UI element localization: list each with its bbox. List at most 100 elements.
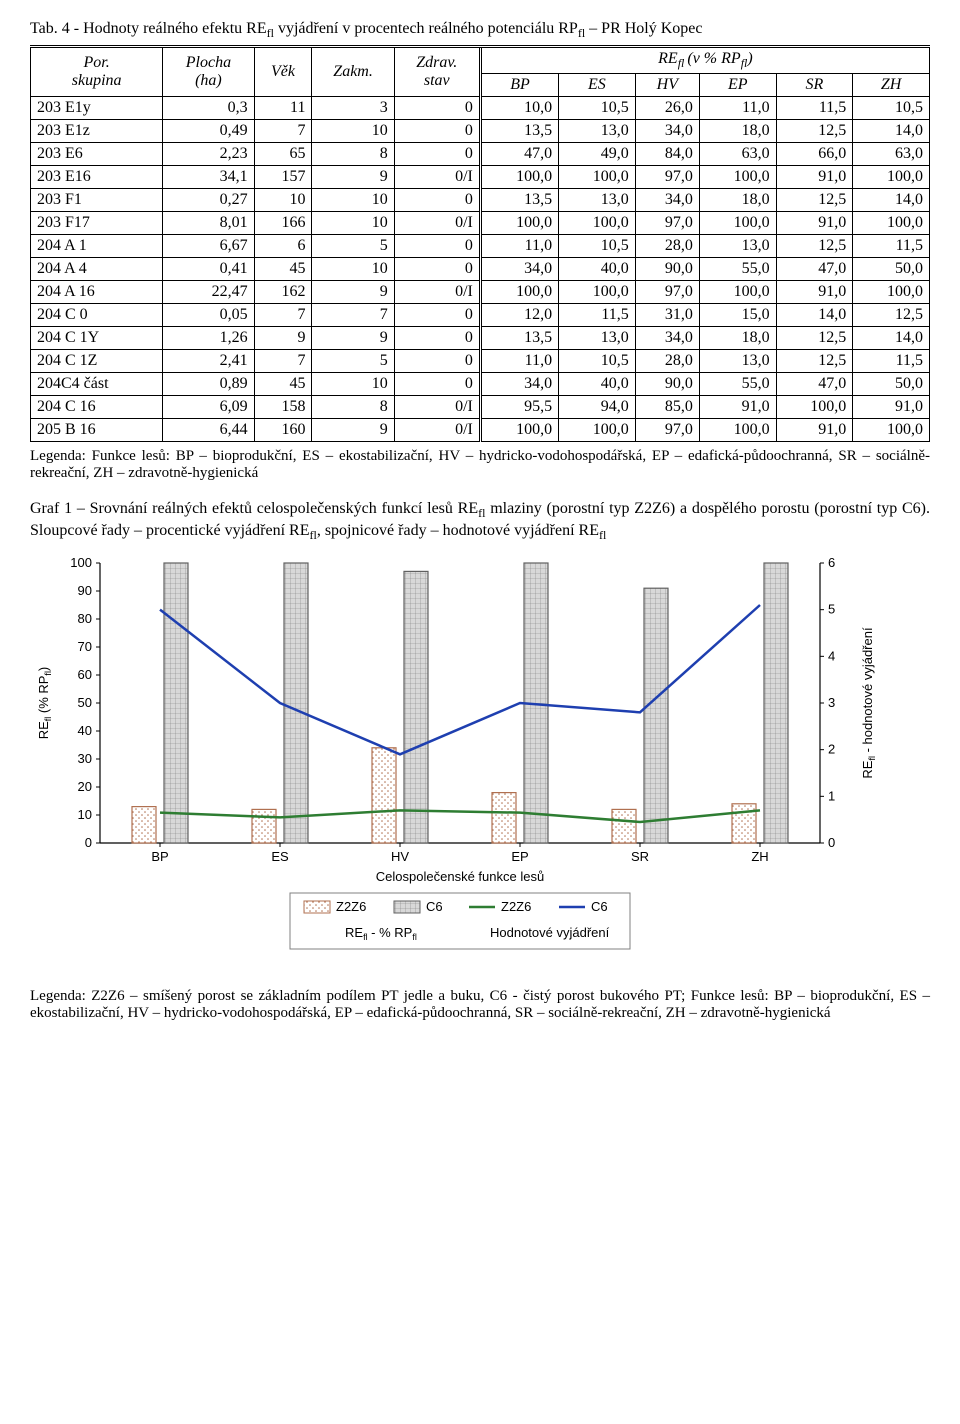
table-cell: 11,5 — [559, 304, 636, 327]
table-cell: 91,0 — [776, 281, 853, 304]
svg-text:30: 30 — [78, 751, 92, 766]
table-cell: 47,0 — [776, 258, 853, 281]
table-cell: 12,5 — [853, 304, 930, 327]
table-cell: 55,0 — [699, 258, 776, 281]
svg-text:EP: EP — [511, 849, 528, 864]
table-cell: 8,01 — [163, 212, 254, 235]
table-cell: 91,0 — [776, 419, 853, 442]
table-cell: 204 A 16 — [31, 281, 163, 304]
table-cell: 6,09 — [163, 396, 254, 419]
table-cell: 91,0 — [699, 396, 776, 419]
table-cell: 11,5 — [776, 97, 853, 120]
table-cell: 10 — [312, 189, 394, 212]
table-cell: 91,0 — [776, 166, 853, 189]
table-cell: 205 B 16 — [31, 419, 163, 442]
table-cell: 0,05 — [163, 304, 254, 327]
table-cell: 7 — [254, 304, 312, 327]
table-cell: 166 — [254, 212, 312, 235]
table-cell: 204C4 část — [31, 373, 163, 396]
table-cell: 14,0 — [776, 304, 853, 327]
chart-title: Graf 1 – Srovnání reálných efektů celosp… — [30, 500, 930, 542]
table-cell: 97,0 — [635, 281, 699, 304]
table-cell: 100,0 — [480, 212, 558, 235]
table-cell: 100,0 — [559, 419, 636, 442]
table-cell: 11,0 — [480, 235, 558, 258]
table-cell: 12,5 — [776, 350, 853, 373]
table-cell: 0 — [394, 143, 480, 166]
table-cell: 18,0 — [699, 327, 776, 350]
table-cell: 0/I — [394, 212, 480, 235]
table-cell: 12,5 — [776, 327, 853, 350]
table-cell: 14,0 — [853, 327, 930, 350]
svg-text:70: 70 — [78, 639, 92, 654]
table-cell: 9 — [312, 166, 394, 189]
table-cell: 47,0 — [480, 143, 558, 166]
table-cell: 100,0 — [480, 281, 558, 304]
table-cell: 84,0 — [635, 143, 699, 166]
table-cell: 0 — [394, 304, 480, 327]
table-cell: 97,0 — [635, 212, 699, 235]
table-cell: 10 — [312, 258, 394, 281]
table-cell: 34,0 — [480, 258, 558, 281]
svg-text:REfl - hodnotové vyjádření: REfl - hodnotové vyjádření — [860, 627, 877, 779]
table-cell: 13,5 — [480, 120, 558, 143]
svg-text:3: 3 — [828, 695, 835, 710]
svg-text:4: 4 — [828, 648, 835, 663]
svg-text:SR: SR — [631, 849, 649, 864]
chart: 01020304050607080901000123456BPESHVEPSRZ… — [30, 553, 930, 978]
table-cell: 22,47 — [163, 281, 254, 304]
table-cell: 9 — [254, 327, 312, 350]
svg-text:60: 60 — [78, 667, 92, 682]
svg-text:50: 50 — [78, 695, 92, 710]
svg-text:Celospolečenské funkce lesů: Celospolečenské funkce lesů — [376, 869, 544, 884]
table-cell: 9 — [312, 327, 394, 350]
svg-text:1: 1 — [828, 788, 835, 803]
table-cell: 34,0 — [635, 327, 699, 350]
table-cell: 10,5 — [559, 350, 636, 373]
table-cell: 6 — [254, 235, 312, 258]
table-legend: Legenda: Funkce lesů: BP – bioprodukční,… — [30, 448, 930, 482]
table-cell: 100,0 — [480, 419, 558, 442]
table-cell: 7 — [254, 120, 312, 143]
svg-text:0: 0 — [85, 835, 92, 850]
table-cell: 100,0 — [559, 212, 636, 235]
table-cell: 15,0 — [699, 304, 776, 327]
svg-text:100: 100 — [70, 555, 92, 570]
table-cell: 34,0 — [635, 120, 699, 143]
table-cell: 97,0 — [635, 166, 699, 189]
svg-text:2: 2 — [828, 741, 835, 756]
table-cell: 0 — [394, 350, 480, 373]
table-cell: 12,5 — [776, 235, 853, 258]
table-cell: 13,0 — [559, 327, 636, 350]
svg-text:20: 20 — [78, 779, 92, 794]
table-cell: 203 E16 — [31, 166, 163, 189]
table-cell: 11,0 — [699, 97, 776, 120]
table-cell: 11,5 — [853, 235, 930, 258]
table-cell: 9 — [312, 281, 394, 304]
table-cell: 45 — [254, 373, 312, 396]
table-cell: 95,5 — [480, 396, 558, 419]
table-cell: 100,0 — [699, 419, 776, 442]
svg-text:C6: C6 — [591, 899, 608, 914]
table-cell: 18,0 — [699, 120, 776, 143]
table-cell: 10,5 — [853, 97, 930, 120]
svg-text:Z2Z6: Z2Z6 — [501, 899, 531, 914]
table-cell: 0 — [394, 120, 480, 143]
svg-text:6: 6 — [828, 555, 835, 570]
svg-text:90: 90 — [78, 583, 92, 598]
table-cell: 0,3 — [163, 97, 254, 120]
table-cell: 204 C 1Z — [31, 350, 163, 373]
svg-text:Z2Z6: Z2Z6 — [336, 899, 366, 914]
table-cell: 31,0 — [635, 304, 699, 327]
table-cell: 100,0 — [559, 166, 636, 189]
table-cell: 8 — [312, 143, 394, 166]
table-cell: 100,0 — [853, 419, 930, 442]
table-cell: 63,0 — [699, 143, 776, 166]
table-cell: 91,0 — [776, 212, 853, 235]
table-cell: 11 — [254, 97, 312, 120]
table-cell: 0 — [394, 327, 480, 350]
table-cell: 158 — [254, 396, 312, 419]
table-cell: 63,0 — [853, 143, 930, 166]
table-cell: 0,27 — [163, 189, 254, 212]
table-cell: 34,0 — [480, 373, 558, 396]
